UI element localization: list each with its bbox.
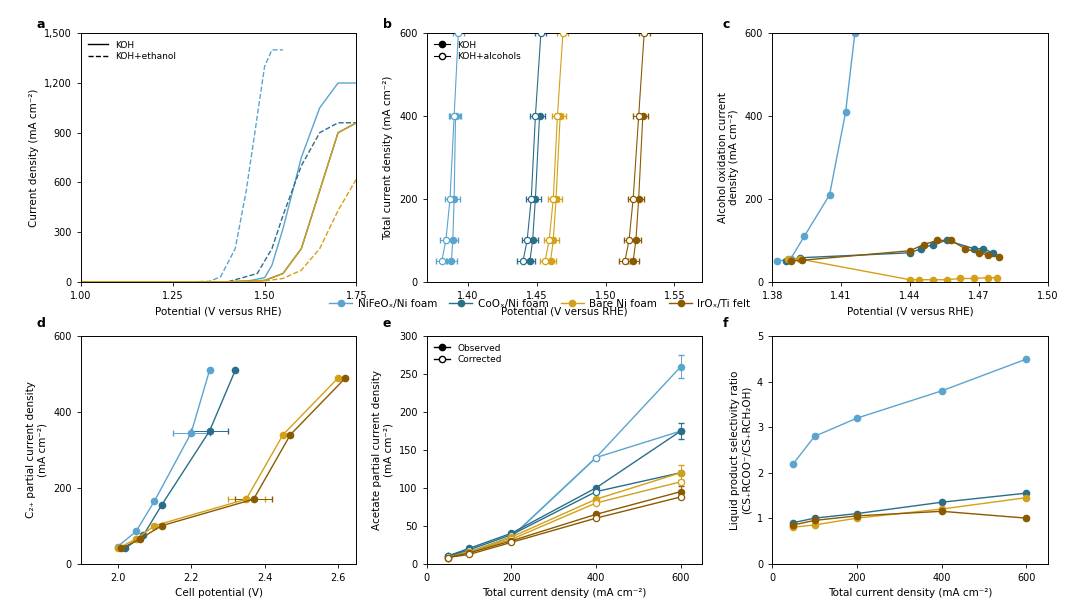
Text: d: d: [37, 317, 45, 330]
Y-axis label: Acetate partial current density
(mA cm⁻²): Acetate partial current density (mA cm⁻²…: [372, 370, 393, 530]
Y-axis label: C₂₊ partial current density
(mA cm⁻²): C₂₊ partial current density (mA cm⁻²): [26, 382, 48, 518]
Text: a: a: [37, 18, 45, 32]
Y-axis label: Alcohol oxidation current
density (mA cm⁻²): Alcohol oxidation current density (mA cm…: [717, 92, 739, 223]
Y-axis label: Total current density (mA cm⁻²): Total current density (mA cm⁻²): [383, 75, 393, 240]
Y-axis label: Current density (mA cm⁻²): Current density (mA cm⁻²): [29, 88, 39, 227]
Y-axis label: Liquid product selectivity ratio
(CS₊RCOO⁻/CS₊RCH₂OH): Liquid product selectivity ratio (CS₊RCO…: [730, 370, 752, 530]
Legend: KOH, KOH+ethanol: KOH, KOH+ethanol: [85, 38, 179, 64]
Text: f: f: [723, 317, 728, 330]
Text: b: b: [382, 18, 391, 32]
X-axis label: Potential (V versus RHE): Potential (V versus RHE): [847, 307, 973, 316]
X-axis label: Potential (V versus RHE): Potential (V versus RHE): [501, 307, 627, 316]
Text: e: e: [382, 317, 391, 330]
Legend: Observed, Corrected: Observed, Corrected: [431, 341, 504, 367]
X-axis label: Cell potential (V): Cell potential (V): [175, 588, 262, 598]
Legend: KOH, KOH+alcohols: KOH, KOH+alcohols: [431, 38, 524, 64]
Text: c: c: [723, 18, 730, 32]
X-axis label: Total current density (mA cm⁻²): Total current density (mA cm⁻²): [482, 588, 647, 598]
Legend: NiFeOₓ/Ni foam, CoOₓ/Ni foam, Bare Ni foam, IrOₓ/Ti felt: NiFeOₓ/Ni foam, CoOₓ/Ni foam, Bare Ni fo…: [325, 295, 755, 313]
X-axis label: Total current density (mA cm⁻²): Total current density (mA cm⁻²): [827, 588, 993, 598]
X-axis label: Potential (V versus RHE): Potential (V versus RHE): [156, 307, 282, 316]
